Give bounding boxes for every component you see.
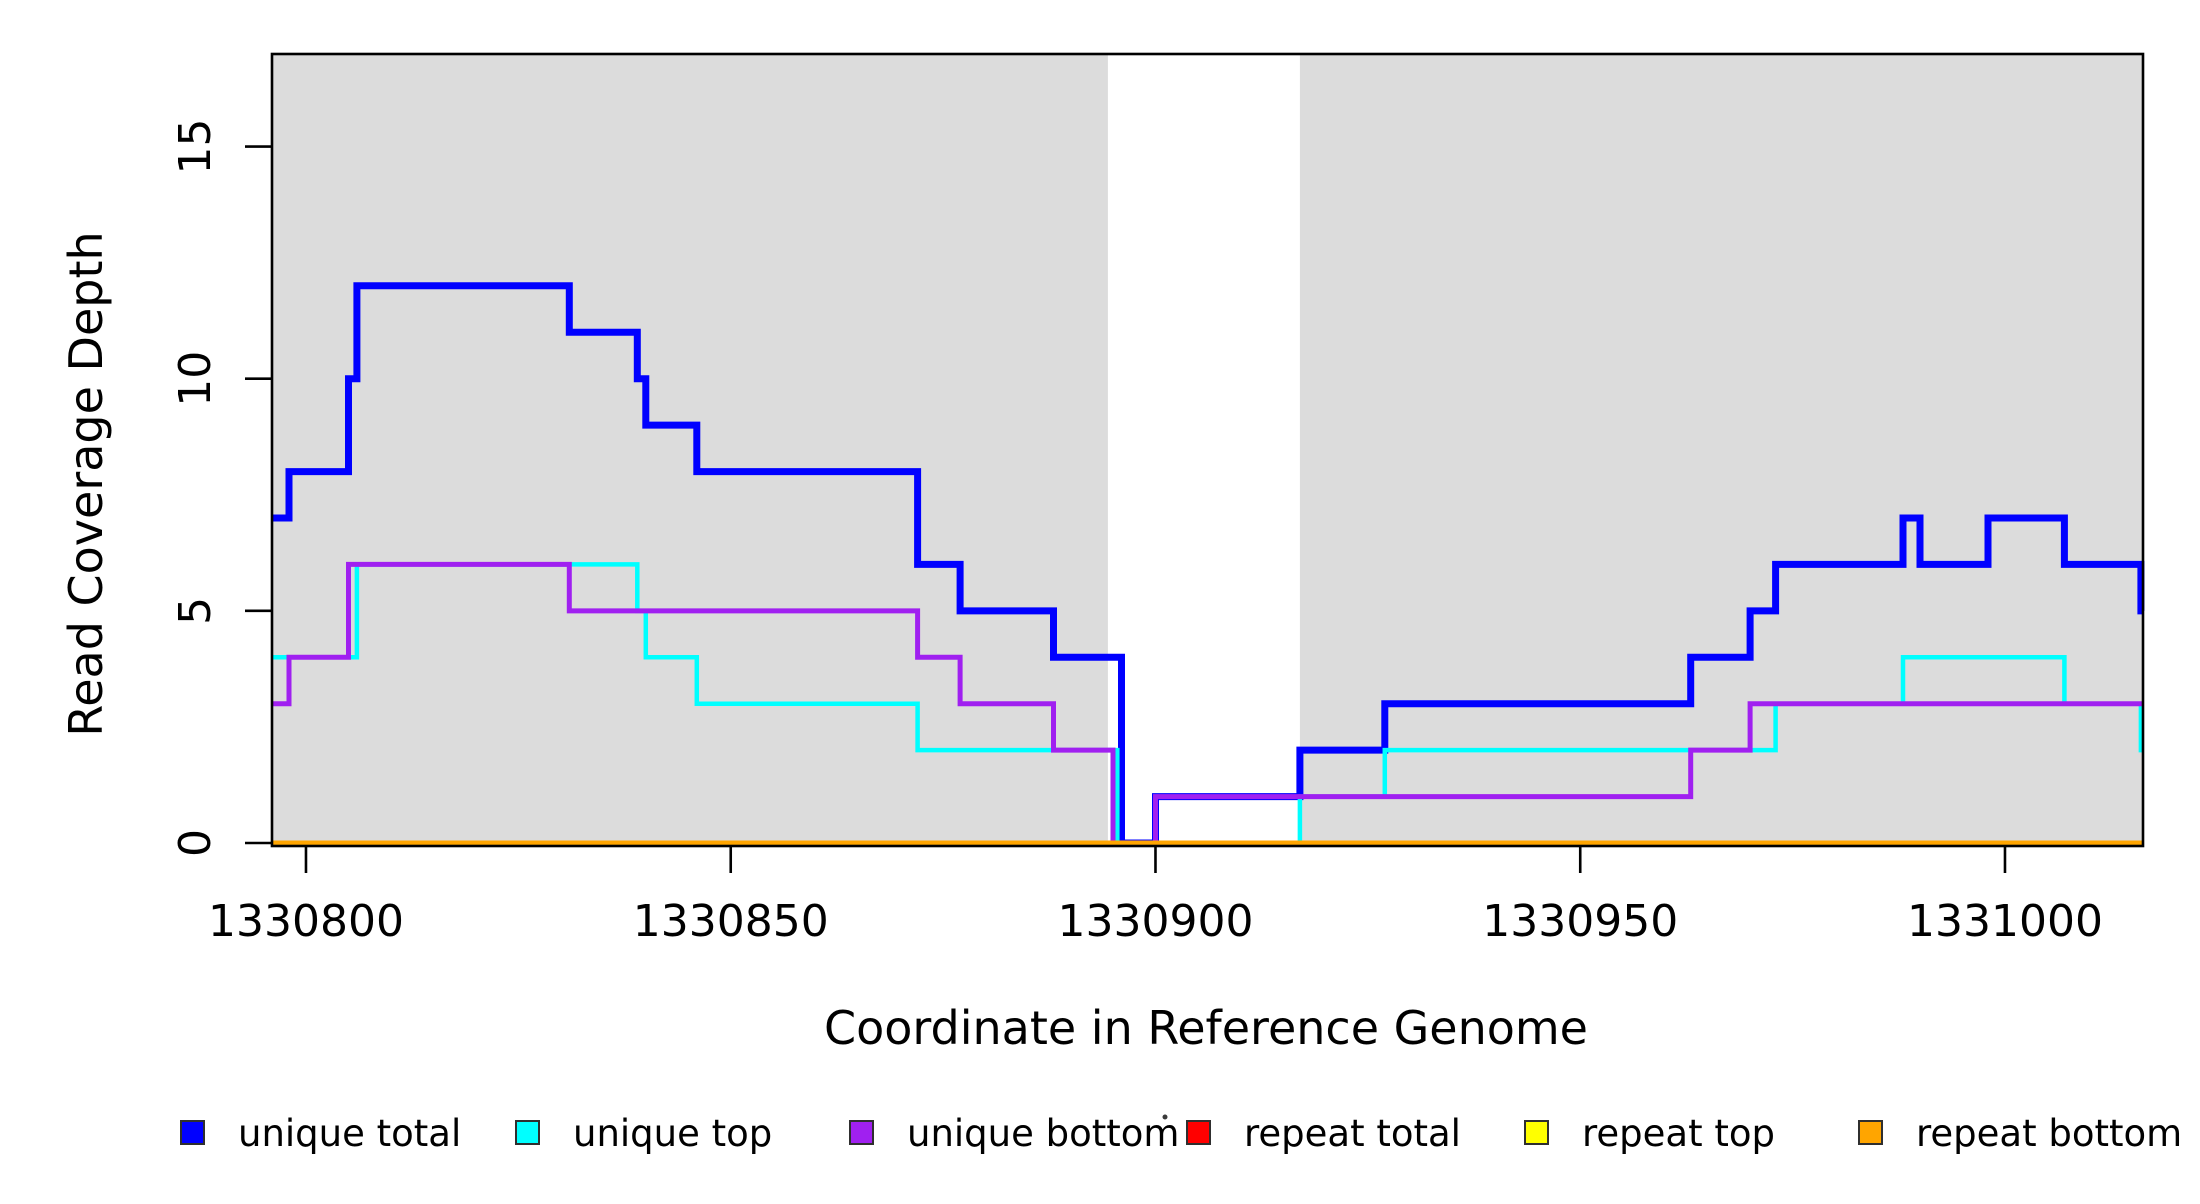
legend-item-repeat-top: repeat top	[1524, 1112, 1775, 1155]
shaded-region-1	[1299, 54, 2144, 846]
x-tick-label-2: 1330900	[1057, 896, 1253, 947]
legend-label-repeat-total: repeat total	[1244, 1112, 1461, 1155]
shaded-region-0	[272, 54, 1108, 846]
axes-layer: 1330800 1330850 1330900 1330950 1331000 0 5 10 1…	[170, 52, 2145, 947]
legend-item-repeat-total: repeat total	[1186, 1112, 1461, 1155]
y-axis-title: Read Coverage Depth	[59, 231, 113, 736]
series-lines-layer	[272, 282, 2145, 847]
y-tick-label-2: 10	[170, 351, 221, 407]
stray-dot-artifact	[1162, 1114, 1168, 1120]
legend-item-repeat-bottom: repeat bottom	[1858, 1112, 2182, 1155]
legend-swatch-repeat-total	[1186, 1120, 1211, 1145]
legend-label-repeat-bottom: repeat bottom	[1916, 1112, 2182, 1155]
x-tick-label-0: 1330800	[208, 896, 404, 947]
series-line-unique-bottom	[272, 561, 2144, 846]
legend-swatch-unique-total	[180, 1120, 205, 1145]
legend-item-unique-bottom: unique bottom	[849, 1112, 1179, 1155]
legend: unique total unique top unique bottom repea…	[180, 1112, 2182, 1155]
legend-label-repeat-top: repeat top	[1582, 1112, 1775, 1155]
legend-item-unique-total: unique total	[180, 1112, 461, 1155]
legend-label-unique-top: unique top	[573, 1112, 772, 1155]
legend-label-unique-bottom: unique bottom	[907, 1112, 1179, 1155]
legend-swatch-repeat-bottom	[1858, 1120, 1883, 1145]
y-tick-label-1: 5	[170, 597, 221, 625]
x-tick-label-1: 1330850	[633, 896, 829, 947]
plot-box	[270, 52, 2145, 848]
y-tick-label-3: 15	[170, 119, 221, 175]
legend-item-unique-top: unique top	[515, 1112, 772, 1155]
legend-label-unique-total: unique total	[238, 1112, 461, 1155]
x-axis-title: Coordinate in Reference Genome	[824, 1001, 1588, 1055]
x-tick-label-3: 1330950	[1482, 896, 1678, 947]
legend-swatch-unique-bottom	[849, 1120, 874, 1145]
shaded-regions-layer	[272, 54, 2144, 846]
x-tick-label-4: 1331000	[1907, 896, 2103, 947]
legend-swatch-repeat-top	[1524, 1120, 1549, 1145]
y-tick-label-0: 0	[170, 829, 221, 857]
legend-swatch-unique-top	[515, 1120, 540, 1145]
